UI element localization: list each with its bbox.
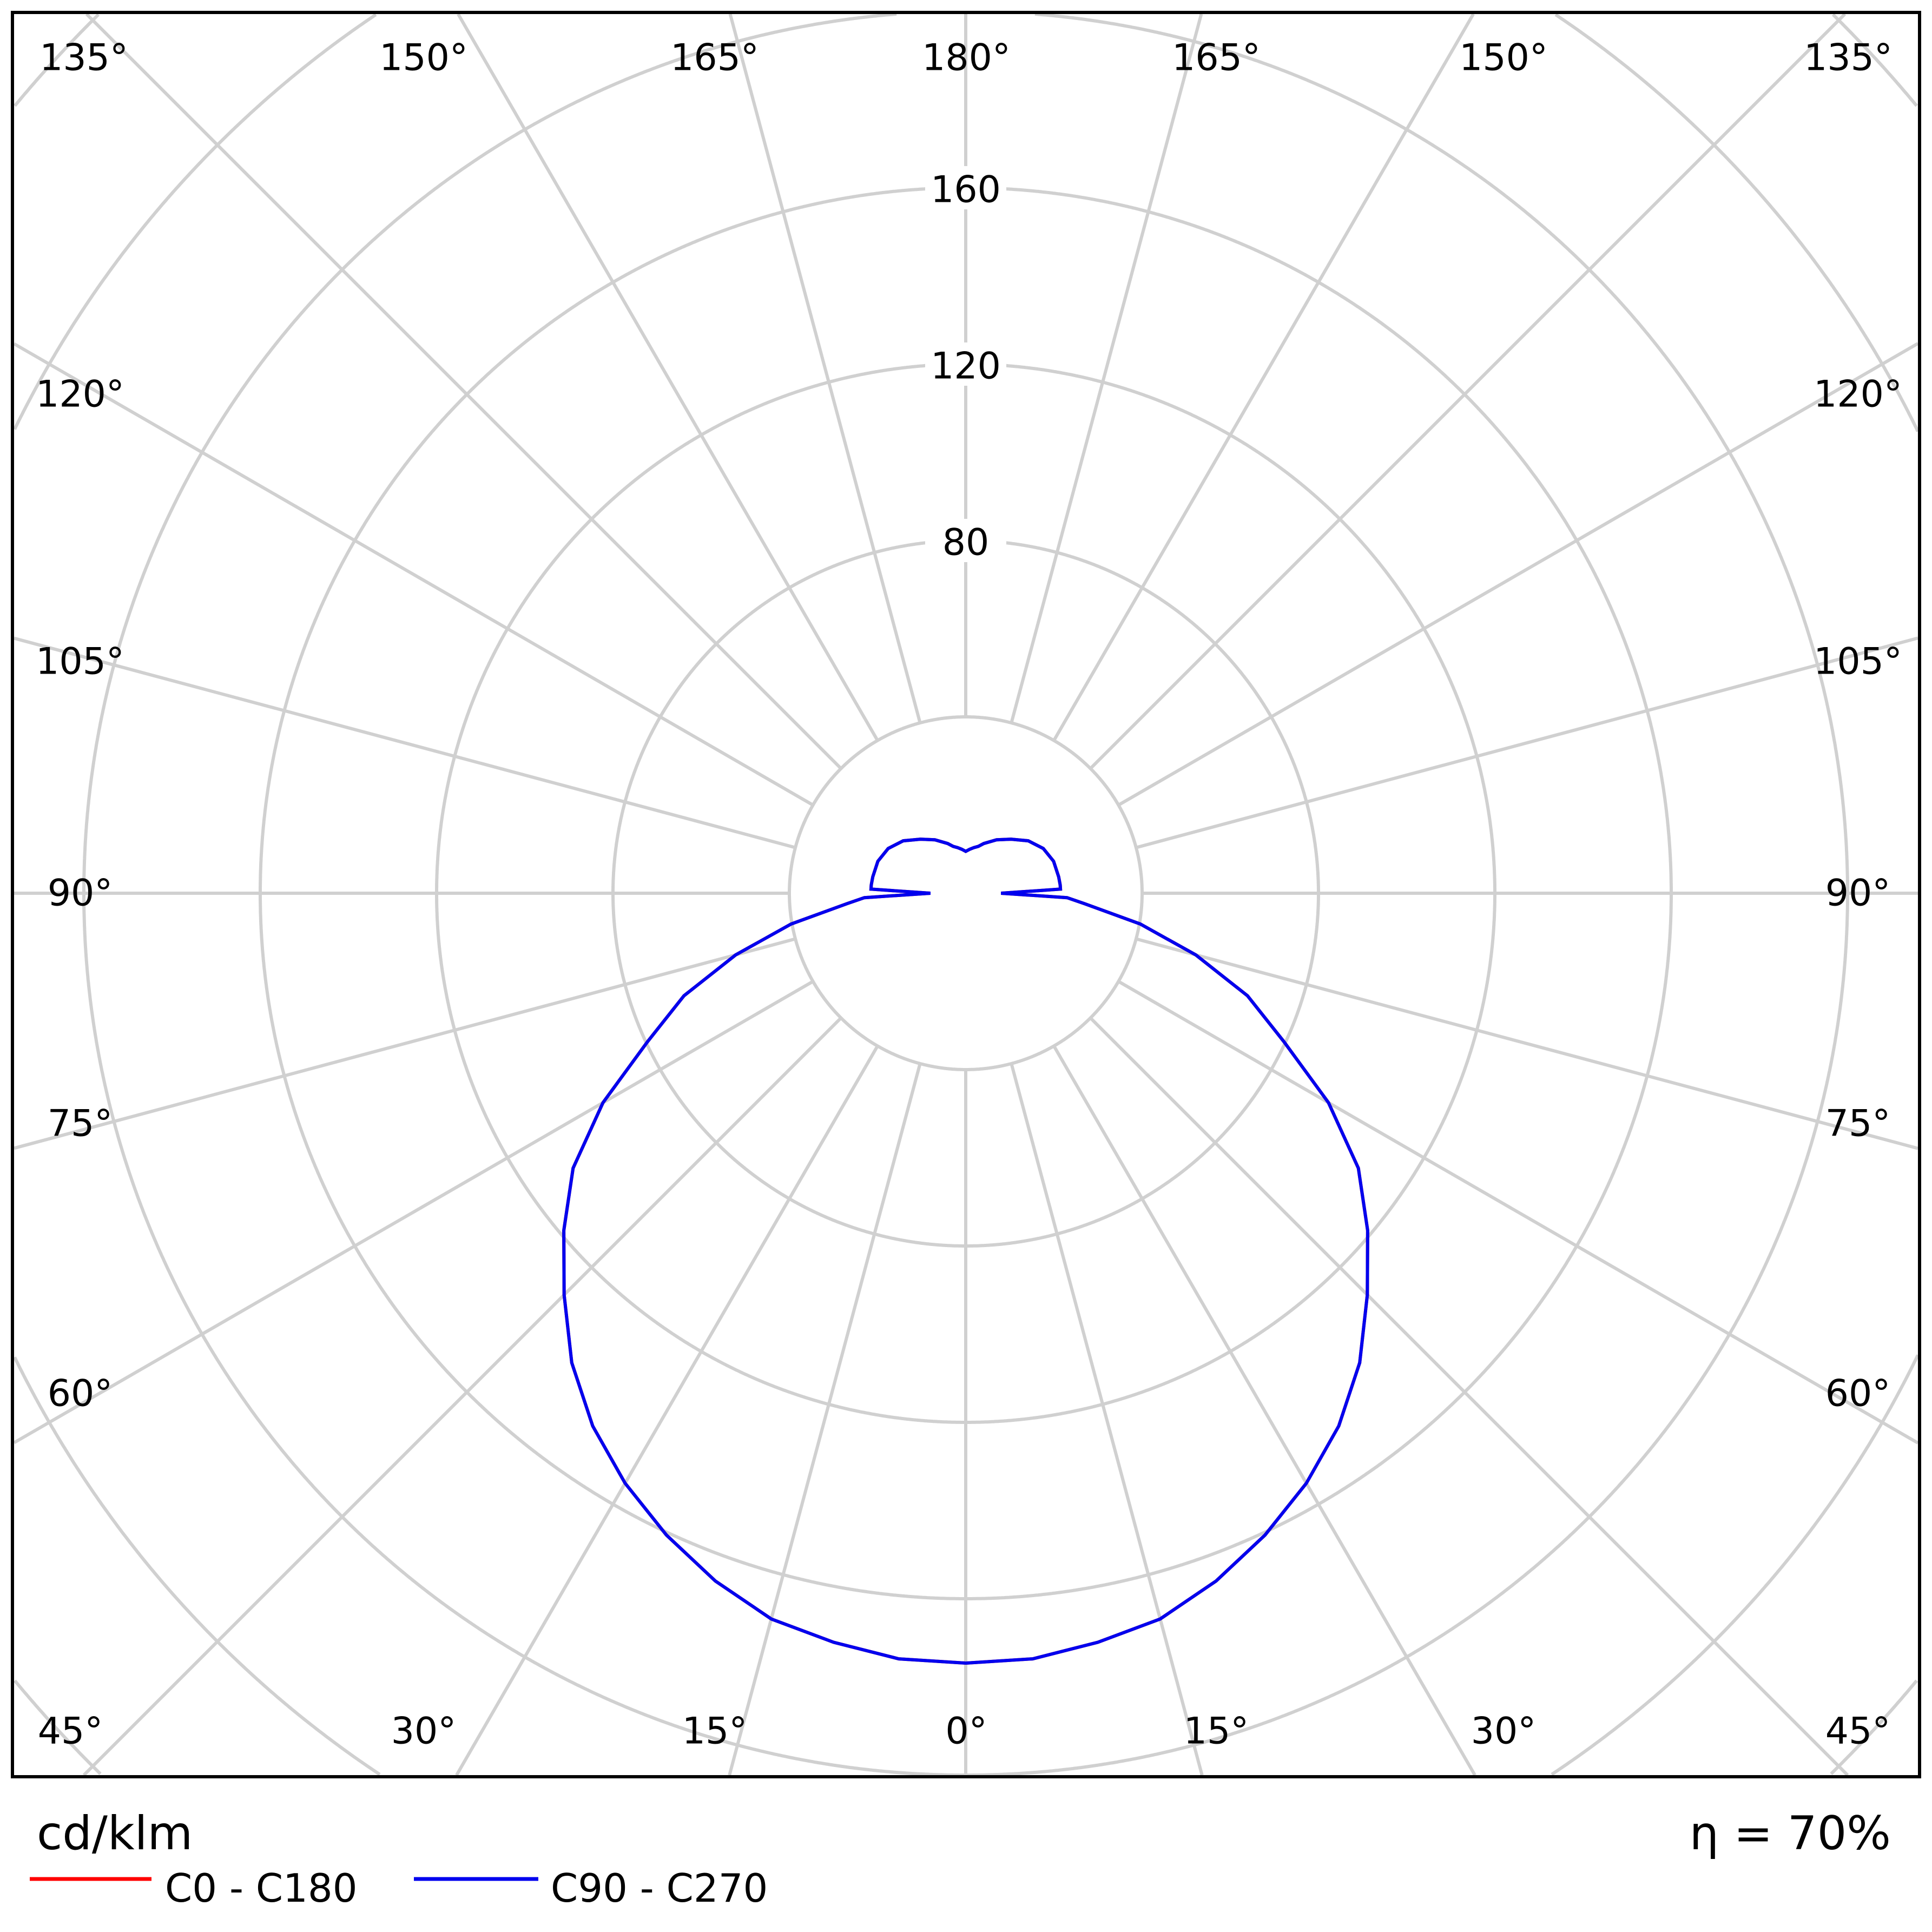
tick-label-bg xyxy=(925,166,1006,209)
grid-spoke xyxy=(455,1045,879,1776)
angle-label: 165° xyxy=(670,37,759,80)
grid-spoke xyxy=(1052,1045,1476,1776)
angle-label: 150° xyxy=(1459,37,1548,80)
legend-label-c0-c180: C0 - C180 xyxy=(165,1865,358,1911)
grid-spoke xyxy=(1136,636,1918,849)
angle-label: 165° xyxy=(1172,37,1261,80)
angle-label: 60° xyxy=(1825,1373,1891,1415)
grid-spoke xyxy=(1089,1017,1849,1777)
grid-spoke xyxy=(14,937,796,1150)
angle-label: 135° xyxy=(1804,37,1893,80)
angle-label: 0° xyxy=(945,1710,987,1753)
angle-label: 90° xyxy=(1825,872,1891,915)
radial-tick-labels: 80 120 160 xyxy=(925,166,1006,564)
angle-label: 45° xyxy=(1825,1710,1891,1753)
grid-spoke xyxy=(1052,13,1475,742)
grid-spoke xyxy=(728,1063,922,1776)
angle-label: 15° xyxy=(682,1710,748,1753)
angle-label: 150° xyxy=(379,37,468,80)
legend: C0 - C180 C90 - C270 xyxy=(30,1865,768,1911)
grid-spoke xyxy=(1136,937,1918,1150)
grid-ring xyxy=(14,13,1918,1775)
curve-c90-c270 xyxy=(562,838,1369,1665)
grid-spoke xyxy=(1010,1063,1204,1776)
angle-label: 120° xyxy=(1814,373,1902,416)
plot-frame xyxy=(11,11,1921,1778)
angle-label: 75° xyxy=(48,1103,113,1145)
tick-label-bg xyxy=(925,519,1006,562)
polar-grid xyxy=(13,12,1920,1777)
radial-tick-label: 160 xyxy=(931,169,1001,212)
angle-label: 30° xyxy=(391,1710,457,1753)
legend-label-c90-c270: C90 - C270 xyxy=(551,1865,768,1911)
grid-spoke xyxy=(728,14,922,723)
grid-spoke xyxy=(82,1017,842,1777)
intensity-curves xyxy=(562,838,1369,1665)
angle-labels: 135° 150° 165° 180° 165° 150° 135° 45° 30° 15° 0° 1… xyxy=(36,37,1902,1753)
angle-label: 75° xyxy=(1825,1103,1891,1145)
tick-label-bg xyxy=(925,342,1006,386)
grid-spoke xyxy=(85,12,842,770)
radial-tick-label: 80 xyxy=(942,522,990,564)
angle-label: 105° xyxy=(36,641,124,683)
angle-label: 15° xyxy=(1184,1710,1249,1753)
angle-label: 105° xyxy=(1814,641,1902,683)
radial-tick-label: 120 xyxy=(931,345,1001,388)
angle-label: 120° xyxy=(36,373,124,416)
grid-ring xyxy=(13,13,1920,1776)
angle-label: 180° xyxy=(922,37,1011,80)
angle-label: 60° xyxy=(48,1373,113,1415)
grid-spoke xyxy=(13,980,814,1445)
angle-label: 135° xyxy=(39,37,128,80)
angle-label: 90° xyxy=(48,872,113,915)
grid-ring xyxy=(788,715,1144,1071)
grid-ring xyxy=(82,12,1849,1777)
grid-spoke xyxy=(1117,342,1919,807)
grid-spoke xyxy=(13,342,814,807)
unit-label: cd/klm xyxy=(37,1806,193,1861)
efficiency-label: η = 70% xyxy=(1690,1806,1891,1861)
angle-label: 45° xyxy=(38,1710,103,1753)
grid-spoke xyxy=(14,636,796,849)
grid-spoke xyxy=(1010,14,1203,723)
angle-label: 30° xyxy=(1471,1710,1537,1753)
grid-spoke xyxy=(1117,980,1919,1445)
grid-spoke xyxy=(457,13,879,742)
grid-spoke xyxy=(1089,12,1847,770)
